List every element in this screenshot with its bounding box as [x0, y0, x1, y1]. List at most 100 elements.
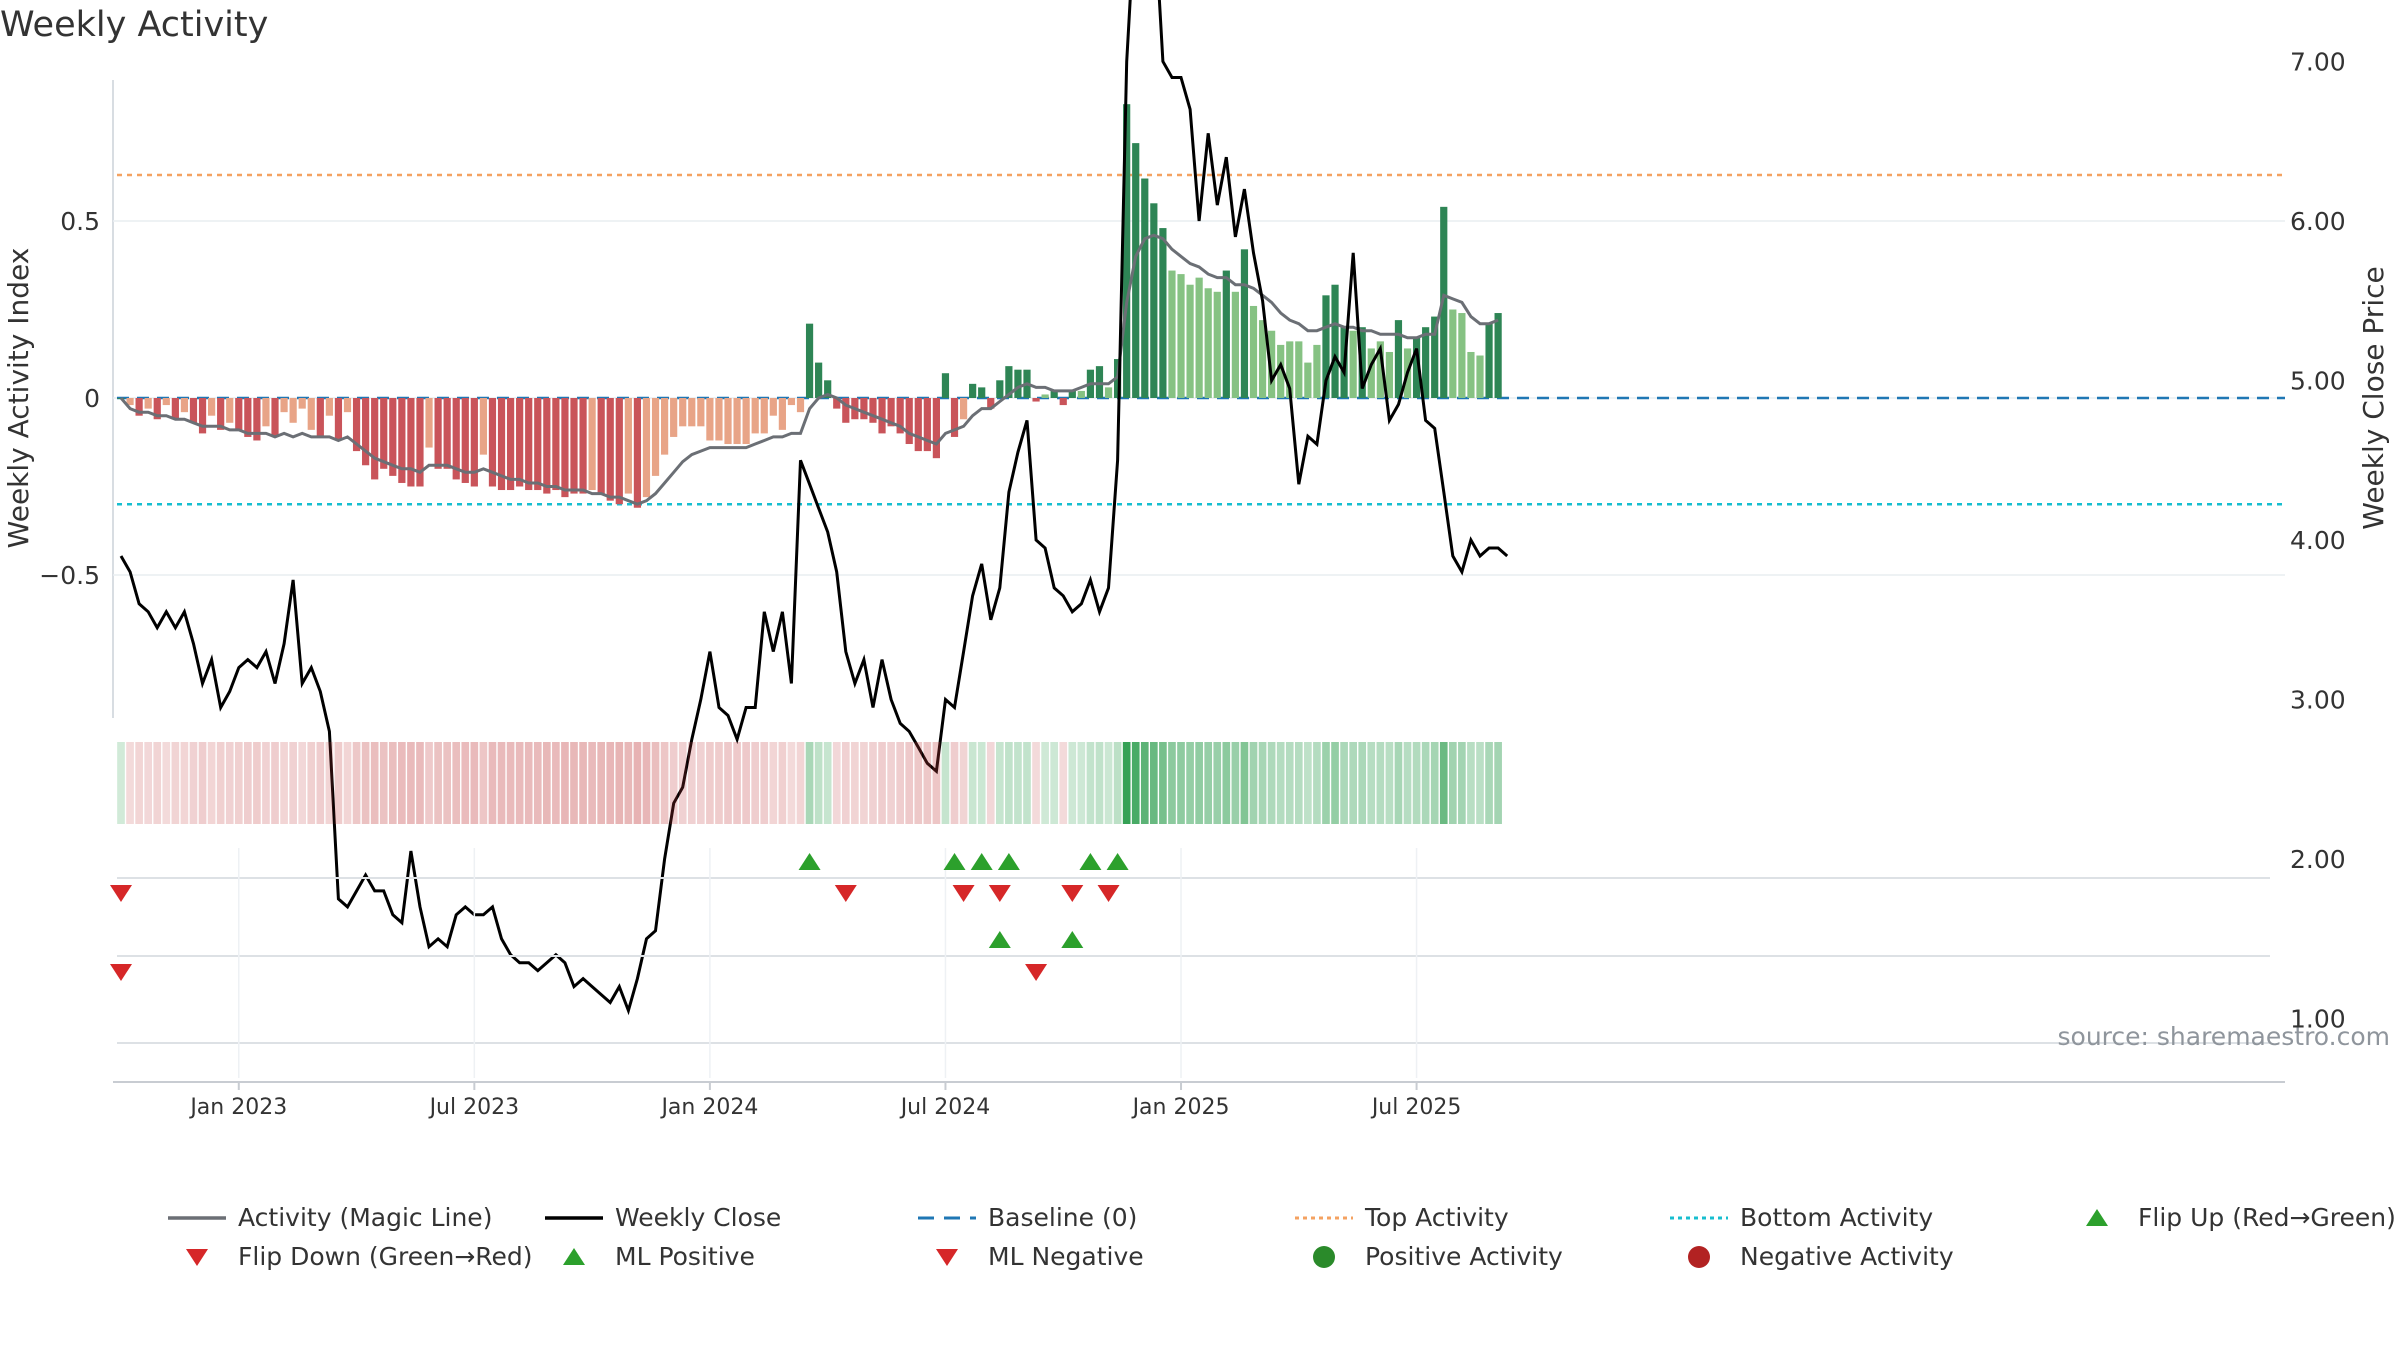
activity-bar	[1322, 295, 1330, 398]
legend-label: Flip Up (Red→Green)	[2138, 1203, 2396, 1232]
main-plot-area: 0.50−0.5 8.007.006.005.004.003.002.001.0…	[2, 0, 2390, 1034]
heat-strip-cell	[1249, 742, 1258, 824]
heat-strip-cell	[1104, 742, 1113, 824]
activity-bar	[1476, 355, 1484, 398]
heat-strip-cell	[1140, 742, 1149, 824]
heat-strip-cell	[1041, 742, 1049, 824]
activity-bar	[914, 398, 922, 452]
activity-bar	[878, 398, 886, 434]
activity-bars	[117, 104, 1502, 508]
heat-strip-cell	[370, 742, 379, 824]
y2-axis-label: Weekly Close Price	[2357, 266, 2390, 529]
heat-strip-cell	[352, 742, 361, 824]
activity-bar	[235, 398, 243, 430]
heat-strip-cell	[751, 742, 760, 824]
activity-bar	[398, 398, 406, 483]
activity-bar	[506, 398, 515, 491]
heat-strip-cell	[325, 742, 334, 824]
activity-bar	[751, 398, 759, 434]
magic-line	[119, 233, 1499, 506]
y-tick-label: 0.5	[60, 207, 100, 236]
activity-bar	[1041, 394, 1049, 398]
y-tick-label: 0	[84, 384, 100, 413]
heat-strip-cell	[144, 742, 153, 824]
heat-strip-cell	[135, 742, 143, 824]
activity-bar	[126, 398, 134, 406]
heat-strip-cell	[126, 742, 134, 824]
heat-strip-cell	[651, 742, 660, 824]
activity-bar	[180, 398, 189, 413]
heat-strip-cell	[253, 742, 261, 824]
activity-bar	[171, 398, 179, 420]
heat-strip-cell	[787, 742, 796, 824]
activity-bar	[1458, 313, 1466, 398]
legend-label: Negative Activity	[1740, 1242, 1954, 1271]
heat-strip-cell	[887, 742, 895, 824]
heat-strip-cell	[805, 742, 814, 824]
heat-strip-cell	[180, 742, 189, 824]
left-axis-ticks: 0.5 0 −0.5	[39, 207, 100, 590]
heat-strip-cell	[968, 742, 977, 824]
heat-strip-cell	[561, 742, 569, 824]
activity-bar	[1014, 369, 1022, 398]
heat-strip-cell	[1131, 742, 1140, 824]
activity-bar	[651, 398, 660, 476]
activity-bar	[760, 398, 768, 434]
activity-bar	[941, 373, 950, 398]
activity-bar	[987, 398, 995, 409]
activity-bar	[271, 398, 279, 437]
x-tick-label: Jul 2023	[428, 1095, 520, 1120]
heat-strip-cell	[271, 742, 279, 824]
heat-strip-cell	[1077, 742, 1086, 824]
heat-strip-cell	[769, 742, 778, 824]
heat-strip-cell	[986, 742, 995, 824]
ml-negative-marker	[110, 964, 132, 981]
heat-strip-cell	[443, 742, 451, 824]
legend-item: Flip Down (Green→Red)	[186, 1242, 533, 1271]
y2-tick-label: 4.00	[2290, 526, 2346, 555]
heat-strip-cell	[1086, 742, 1095, 824]
heat-strip-cell	[479, 742, 488, 824]
legend-item: ML Negative	[936, 1242, 1144, 1271]
heat-strip-cell	[814, 742, 823, 824]
activity-bar	[715, 398, 723, 441]
activity-bar	[923, 398, 931, 452]
activity-bar	[1032, 398, 1040, 402]
activity-bar	[905, 398, 913, 445]
source-label: source: sharemaestro.com	[2058, 1022, 2391, 1051]
heat-strip-cell	[841, 742, 850, 824]
activity-bar	[416, 398, 424, 487]
heat-strip-cell	[977, 742, 986, 824]
heat-strip-cell	[461, 742, 470, 824]
activity-bar	[932, 398, 940, 459]
activity-bar	[1240, 249, 1249, 398]
heat-strip-cell	[298, 742, 307, 824]
flip-up-marker	[970, 853, 993, 870]
activity-bar	[597, 398, 605, 494]
activity-bar	[624, 398, 632, 494]
legend-circle-icon	[1688, 1246, 1710, 1268]
activity-bar	[1077, 390, 1085, 398]
activity-bar	[362, 398, 370, 466]
heat-strip-cell	[434, 742, 442, 824]
activity-bar	[380, 398, 388, 469]
activity-bar	[343, 398, 352, 413]
heat-strip-cell	[1430, 742, 1439, 824]
right-axis-ticks: 8.007.006.005.004.003.002.001.00	[2290, 48, 2346, 1034]
activity-bar	[842, 398, 850, 423]
heat-strip-cell	[189, 742, 198, 824]
activity-bar	[1231, 291, 1239, 398]
activity-bar	[189, 398, 198, 423]
heat-strip-cell	[995, 742, 1004, 824]
heat-strip-cell	[533, 742, 542, 824]
legend-label: Weekly Close	[615, 1203, 781, 1232]
heat-strip-cell	[932, 742, 941, 824]
weekly-close-line	[119, 0, 1509, 1016]
heat-strip-cell	[216, 742, 225, 824]
legend-label: Positive Activity	[1365, 1242, 1563, 1271]
activity-bar	[769, 398, 777, 416]
heat-strip-cell	[715, 742, 723, 824]
activity-bar	[226, 398, 234, 423]
heat-strip-cell	[1177, 742, 1185, 824]
activity-bar	[1277, 344, 1285, 398]
